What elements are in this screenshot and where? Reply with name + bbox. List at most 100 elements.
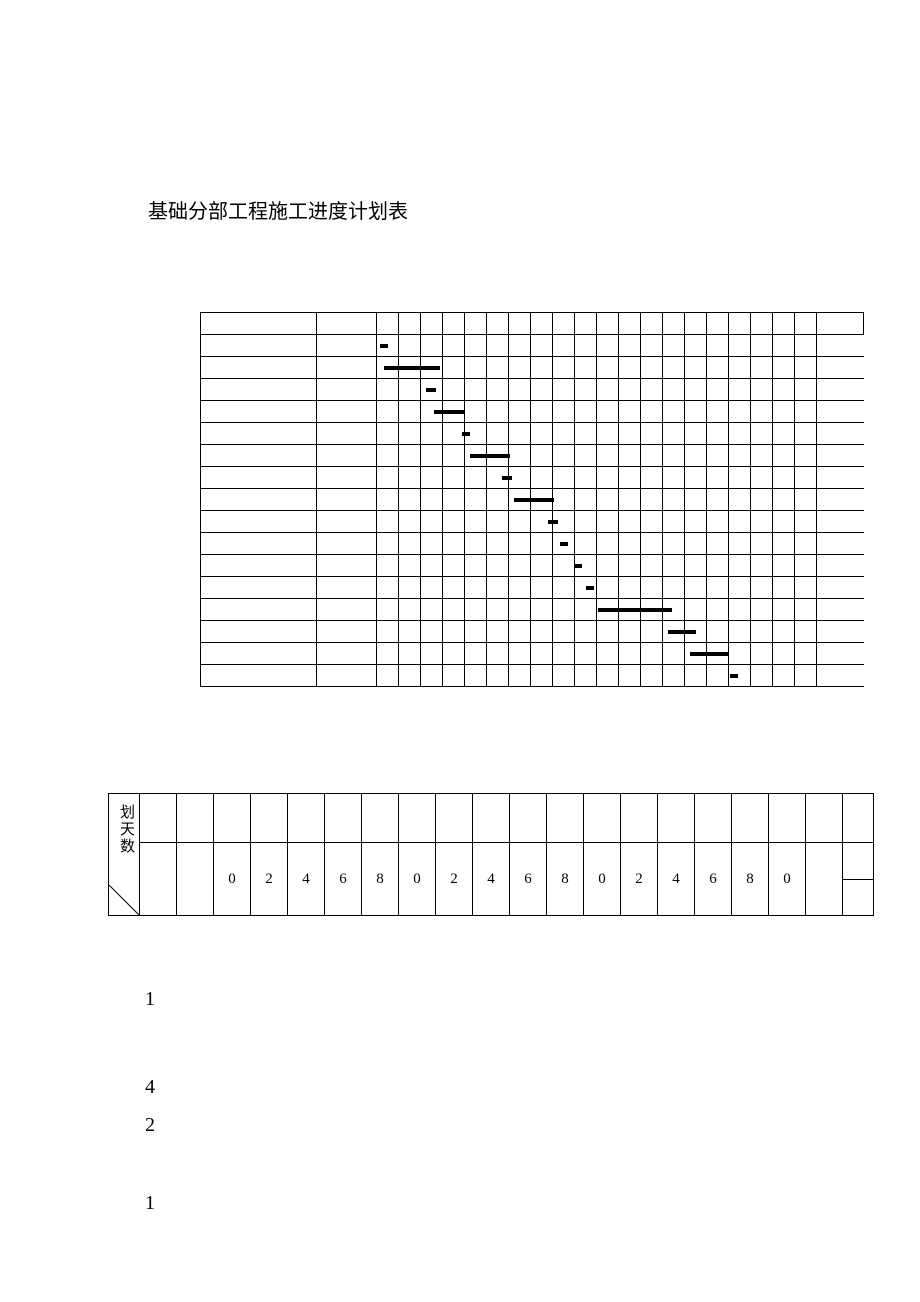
gantt-row	[200, 664, 864, 687]
list-number: 1	[145, 988, 155, 1011]
gantt-cell	[398, 577, 420, 598]
gantt-cell	[508, 313, 530, 334]
header-label: 划天数	[116, 804, 137, 855]
gantt-cell	[316, 335, 376, 356]
gantt-cell	[750, 643, 772, 664]
gantt-cell	[508, 533, 530, 554]
schedule-table: 划天数0246802468024680	[108, 793, 874, 916]
gantt-cell	[728, 401, 750, 422]
gantt-bar	[380, 344, 388, 348]
gantt-cell	[316, 665, 376, 686]
gantt-cell	[398, 511, 420, 532]
gantt-cell	[772, 489, 794, 510]
gantt-cell	[640, 357, 662, 378]
gantt-cell	[316, 467, 376, 488]
gantt-cell	[552, 423, 574, 444]
gantt-cell	[728, 467, 750, 488]
gantt-cell	[794, 467, 816, 488]
gantt-label-cell	[200, 445, 316, 466]
gantt-cell	[706, 357, 728, 378]
gantt-cell	[706, 555, 728, 576]
table-value-cell: 4	[658, 843, 695, 916]
gantt-cell	[530, 335, 552, 356]
gantt-cell	[552, 313, 574, 334]
gantt-cell	[750, 665, 772, 686]
gantt-cell	[398, 401, 420, 422]
gantt-cell	[316, 643, 376, 664]
gantt-cell	[618, 533, 640, 554]
gantt-cell	[816, 643, 864, 664]
gantt-cell	[316, 599, 376, 620]
gantt-cell	[464, 401, 486, 422]
gantt-cell	[530, 665, 552, 686]
gantt-cell	[486, 643, 508, 664]
gantt-label-cell	[200, 357, 316, 378]
gantt-cell	[442, 533, 464, 554]
gantt-bar	[598, 608, 672, 612]
gantt-cell	[486, 379, 508, 400]
gantt-label-cell	[200, 533, 316, 554]
gantt-cell	[816, 423, 864, 444]
gantt-cell	[530, 621, 552, 642]
gantt-cell	[772, 467, 794, 488]
gantt-cell	[376, 555, 398, 576]
gantt-cell	[772, 445, 794, 466]
gantt-cell	[640, 555, 662, 576]
table-cell	[362, 794, 399, 843]
gantt-cell	[772, 533, 794, 554]
gantt-cell	[772, 555, 794, 576]
gantt-cell	[486, 313, 508, 334]
gantt-cell	[508, 357, 530, 378]
gantt-cell	[398, 599, 420, 620]
gantt-cell	[596, 423, 618, 444]
gantt-cell	[794, 357, 816, 378]
gantt-cell	[442, 379, 464, 400]
gantt-bar	[426, 388, 436, 392]
gantt-cell	[684, 357, 706, 378]
gantt-cell	[728, 643, 750, 664]
gantt-cell	[508, 665, 530, 686]
gantt-cell	[596, 357, 618, 378]
gantt-cell	[574, 401, 596, 422]
gantt-cell	[574, 467, 596, 488]
gantt-cell	[398, 379, 420, 400]
table-cell	[436, 794, 473, 843]
gantt-bar	[514, 498, 554, 502]
gantt-cell	[420, 665, 442, 686]
gantt-cell	[530, 555, 552, 576]
gantt-cell	[508, 621, 530, 642]
gantt-cell	[816, 511, 864, 532]
gantt-cell	[464, 599, 486, 620]
gantt-cell	[420, 423, 442, 444]
gantt-cell	[316, 577, 376, 598]
diagonal-line	[109, 885, 139, 915]
gantt-cell	[376, 445, 398, 466]
gantt-bar	[502, 476, 512, 480]
gantt-cell	[376, 401, 398, 422]
gantt-cell	[552, 401, 574, 422]
gantt-cell	[662, 335, 684, 356]
gantt-cell	[464, 577, 486, 598]
table-cell	[806, 794, 843, 843]
gantt-cell	[596, 445, 618, 466]
gantt-cell	[574, 599, 596, 620]
gantt-cell	[728, 335, 750, 356]
gantt-cell	[706, 313, 728, 334]
gantt-cell	[750, 313, 772, 334]
table-value-cell: 8	[732, 843, 769, 916]
gantt-cell	[706, 335, 728, 356]
gantt-cell	[706, 401, 728, 422]
gantt-cell	[398, 313, 420, 334]
gantt-cell	[750, 577, 772, 598]
gantt-cell	[640, 467, 662, 488]
gantt-cell	[728, 621, 750, 642]
gantt-cell	[728, 313, 750, 334]
gantt-cell	[530, 577, 552, 598]
gantt-cell	[596, 489, 618, 510]
gantt-cell	[706, 533, 728, 554]
gantt-cell	[376, 533, 398, 554]
gantt-cell	[684, 335, 706, 356]
gantt-cell	[728, 489, 750, 510]
gantt-label-cell	[200, 577, 316, 598]
gantt-cell	[398, 665, 420, 686]
